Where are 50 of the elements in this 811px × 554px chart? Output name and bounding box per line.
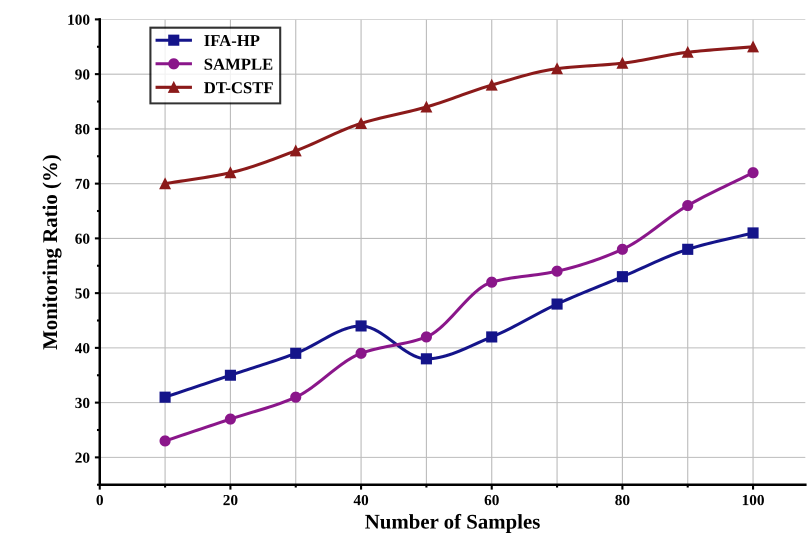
x-tick-label: 100 [742,494,764,506]
point [486,80,498,91]
point [616,244,628,255]
point [486,276,498,288]
y-tick-label: 90 [75,69,90,80]
legend-label: SAMPLE [204,58,272,70]
x-tick-label: 40 [354,494,368,506]
point [160,392,171,403]
y-axis-title: Monitoring Ratio (%) [42,155,62,350]
y-tick-label: 70 [76,178,90,190]
point [160,435,171,447]
y-tick-label: 30 [75,398,90,408]
point [748,167,759,178]
point [486,331,498,342]
point [290,348,302,359]
point [748,227,759,238]
point [420,353,432,364]
point [552,266,563,277]
point [748,41,759,52]
x-tick-label: 60 [484,494,499,506]
y-tick-label: 60 [75,234,90,244]
y-tick-label: 80 [75,124,90,134]
point [682,200,694,212]
point [356,118,367,129]
x-tick-label: 20 [223,494,238,506]
x-axis-title: Number of Samples [365,514,540,533]
point [290,392,302,403]
point [356,348,367,359]
point [420,101,432,113]
y-tick-label: 50 [75,288,90,299]
point [224,413,236,425]
point [616,58,628,69]
point [160,178,171,190]
point [552,298,563,310]
point [224,167,236,178]
legend-label: IFA-HP [204,35,260,46]
x-tick-label: 80 [615,494,630,506]
point [356,320,367,332]
point [682,46,694,58]
point [224,370,236,381]
point [420,331,432,342]
legend-label: DT-CSTF [204,82,273,94]
point [290,145,302,156]
y-tick-label: 100 [68,14,90,25]
point [616,271,628,282]
point [552,63,563,74]
x-tick-label: 0 [96,494,103,506]
point [682,244,694,255]
y-tick-label: 20 [75,452,90,463]
y-tick-label: 40 [74,343,90,354]
